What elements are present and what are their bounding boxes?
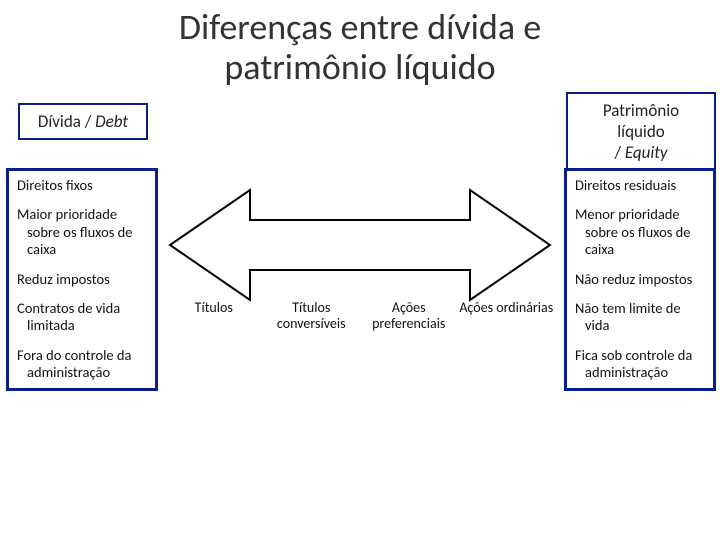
spectrum-item: Títulos — [165, 300, 263, 332]
slide-title: Diferenças entre dívida e patrimônio líq… — [0, 0, 720, 87]
equity-item: Não reduz impostos — [567, 265, 713, 294]
debt-item: Reduz impostos — [9, 265, 155, 294]
equity-item: Direitos residuais — [567, 171, 713, 200]
debt-item: Direitos fixos — [9, 171, 155, 200]
equity-item: Fica sob controle da administração — [567, 341, 713, 388]
debt-item: Fora do controle da administração — [9, 341, 155, 388]
debt-label-italic: Debt — [95, 111, 128, 132]
spectrum-item: Ações preferenciais — [360, 300, 458, 332]
debt-item: Maior prioridade sobre os fluxos de caix… — [9, 200, 155, 264]
equity-label-italic: Equity — [625, 142, 668, 163]
title-line-2: patrimônio líquido — [224, 45, 495, 89]
equity-header-box: Patrimônio líquido / Equity — [566, 92, 716, 171]
spectrum-labels: Títulos Títulos conversíveis Ações prefe… — [165, 300, 555, 332]
spectrum-item: Ações ordinárias — [458, 300, 556, 332]
spectrum-item: Títulos conversíveis — [263, 300, 361, 332]
title-line-1: Diferenças entre dívida e — [179, 5, 541, 49]
equity-item: Menor prioridade sobre os fluxos de caix… — [567, 200, 713, 264]
debt-label: Dívida / — [38, 111, 95, 132]
equity-item: Não tem limite de vida — [567, 294, 713, 341]
debt-header-box: Dívida / Debt — [18, 103, 148, 140]
arrow-shape-icon — [170, 190, 550, 300]
equity-label-1: Patrimônio líquido — [603, 100, 679, 142]
debt-item: Contratos de vida limitada — [9, 294, 155, 341]
equity-label-2: / — [614, 142, 624, 163]
debt-characteristics-box: Direitos fixos Maior prioridade sobre os… — [6, 168, 158, 391]
equity-characteristics-box: Direitos residuais Menor prioridade sobr… — [564, 168, 716, 391]
